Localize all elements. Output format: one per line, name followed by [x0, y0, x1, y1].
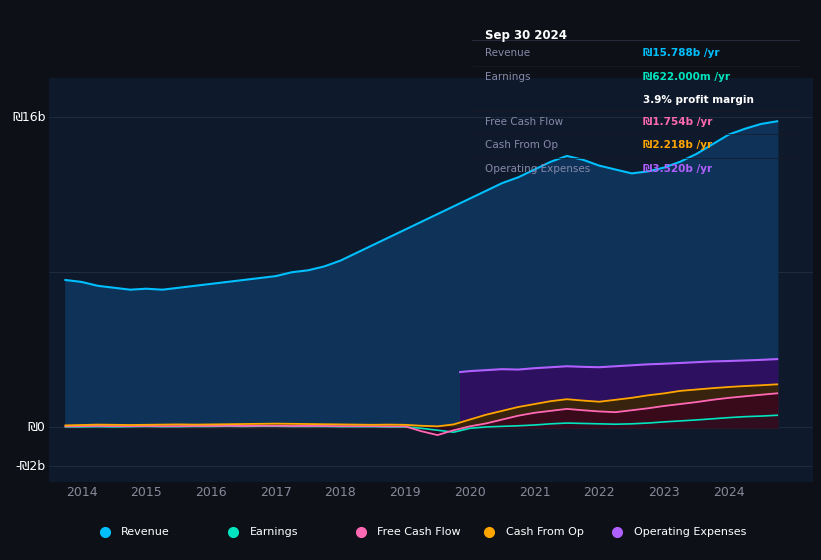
Text: ₪2.218b /yr: ₪2.218b /yr — [643, 141, 712, 150]
Text: ₪0: ₪0 — [28, 421, 45, 434]
Text: ₪3.520b /yr: ₪3.520b /yr — [643, 164, 712, 174]
Text: Cash From Op: Cash From Op — [506, 527, 584, 537]
Text: Earnings: Earnings — [485, 72, 530, 82]
Text: Cash From Op: Cash From Op — [485, 141, 558, 150]
Text: Earnings: Earnings — [250, 527, 298, 537]
Text: Free Cash Flow: Free Cash Flow — [485, 117, 563, 127]
Text: Operating Expenses: Operating Expenses — [634, 527, 746, 537]
Text: -₪2b: -₪2b — [16, 460, 45, 473]
Text: ₪1.754b /yr: ₪1.754b /yr — [643, 117, 713, 127]
Text: Sep 30 2024: Sep 30 2024 — [485, 29, 567, 41]
Text: ₪622.000m /yr: ₪622.000m /yr — [643, 72, 730, 82]
Text: Free Cash Flow: Free Cash Flow — [378, 527, 461, 537]
Text: ₪16b: ₪16b — [12, 111, 45, 124]
Text: ₪15.788b /yr: ₪15.788b /yr — [643, 48, 719, 58]
Text: 3.9% profit margin: 3.9% profit margin — [643, 95, 754, 105]
Text: Revenue: Revenue — [122, 527, 170, 537]
Text: Revenue: Revenue — [485, 48, 530, 58]
Text: Operating Expenses: Operating Expenses — [485, 164, 590, 174]
